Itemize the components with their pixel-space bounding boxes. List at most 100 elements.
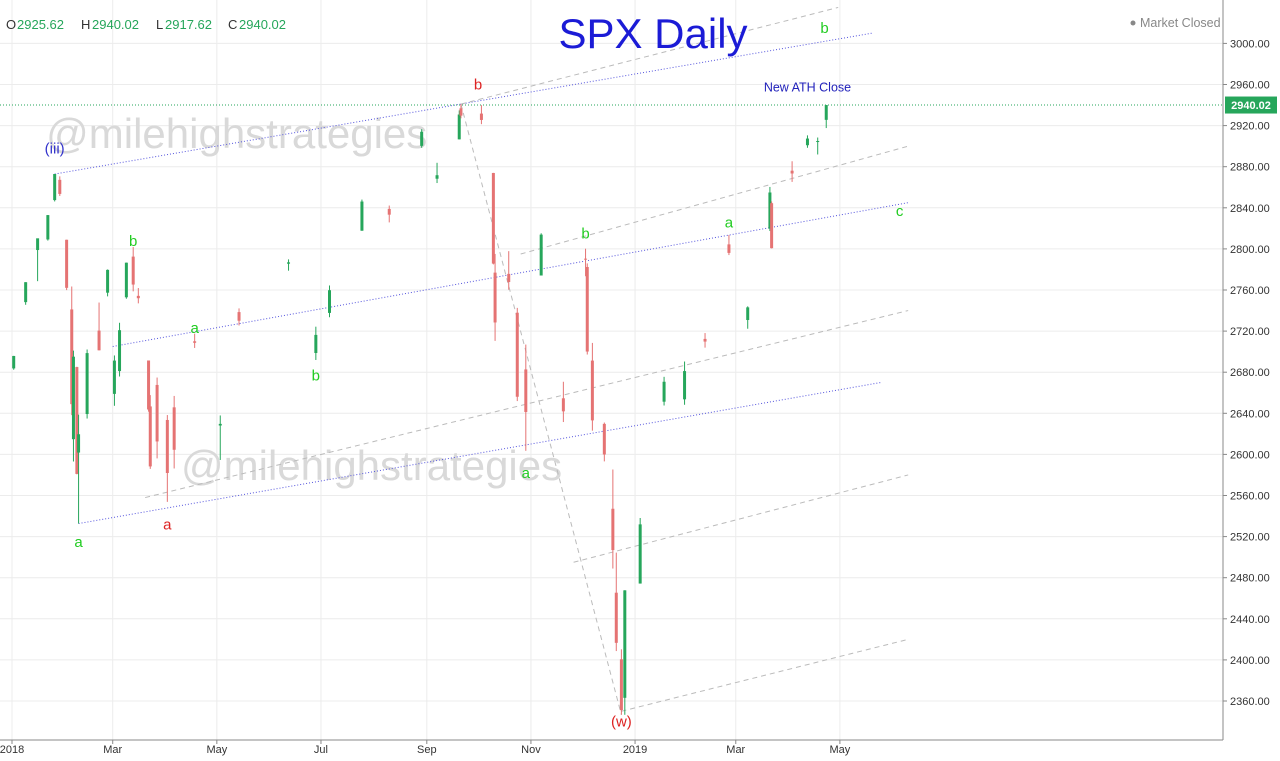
candle[interactable]	[71, 350, 75, 462]
trendline	[621, 638, 909, 712]
candle[interactable]	[805, 135, 809, 148]
candle-body	[770, 203, 774, 249]
candle-body	[360, 201, 364, 231]
candle[interactable]	[816, 137, 820, 155]
candle[interactable]	[770, 201, 774, 249]
candle[interactable]	[77, 414, 81, 524]
candle-body	[46, 215, 50, 240]
candle-body	[75, 367, 79, 474]
candle[interactable]	[106, 269, 110, 297]
candle[interactable]	[539, 233, 543, 276]
candle[interactable]	[507, 251, 511, 290]
candle[interactable]	[611, 469, 615, 569]
candle-body	[118, 330, 122, 372]
last-price-tag	[1225, 96, 1277, 114]
candle-body	[768, 192, 772, 229]
wave-label: b	[581, 226, 589, 243]
candle[interactable]	[479, 105, 483, 125]
candle[interactable]	[131, 246, 135, 292]
time-tick-label: Mar	[103, 744, 122, 756]
candle[interactable]	[420, 129, 424, 148]
candle[interactable]	[218, 415, 222, 460]
candle[interactable]	[768, 186, 772, 232]
candle[interactable]	[328, 285, 332, 318]
candle[interactable]	[314, 326, 318, 360]
time-tick-label: Sep	[417, 744, 437, 756]
price-tick-label: 2680.00	[1230, 367, 1270, 379]
candle[interactable]	[584, 248, 588, 277]
candle[interactable]	[524, 344, 528, 451]
candle-body	[507, 273, 511, 282]
candle[interactable]	[237, 308, 241, 326]
candle-body	[493, 272, 497, 323]
wave-label: (iii)	[45, 140, 65, 157]
price-ticks: 2360.00 2400.00 2440.00 2480.00 2520.00 2560.…	[1223, 38, 1270, 708]
candles[interactable]	[12, 104, 828, 715]
candle[interactable]	[70, 286, 74, 416]
candle[interactable]	[118, 322, 122, 377]
candle[interactable]	[590, 342, 594, 431]
ohlc-low-label: L	[156, 17, 163, 32]
candle[interactable]	[515, 307, 519, 402]
time-axis[interactable]: 2018 Mar May Jul Sep Nov 2019 Mar May	[0, 739, 1280, 761]
price-tick-label: 2920.00	[1230, 121, 1270, 133]
wave-label: a	[163, 516, 172, 533]
trendline	[145, 310, 909, 499]
candle[interactable]	[155, 377, 159, 459]
candle[interactable]	[46, 214, 50, 241]
candle-body	[459, 108, 463, 116]
candle[interactable]	[703, 333, 707, 348]
candle[interactable]	[75, 366, 79, 475]
candle[interactable]	[360, 199, 364, 231]
price-axis-background	[1223, 0, 1280, 740]
price-tick-label: 2400.00	[1230, 655, 1270, 667]
price-axis[interactable]: 2360.00 2400.00 2440.00 2480.00 2520.00 2560.…	[1222, 0, 1280, 740]
candle[interactable]	[124, 262, 128, 299]
candle[interactable]	[287, 259, 291, 271]
wave-label: a	[725, 214, 734, 231]
candle-body	[515, 312, 519, 397]
candle-body	[65, 239, 69, 288]
candle[interactable]	[36, 238, 40, 282]
candle[interactable]	[387, 205, 391, 223]
candle[interactable]	[746, 306, 750, 329]
candle-body	[12, 355, 16, 369]
candle[interactable]	[824, 105, 828, 129]
candle[interactable]	[614, 552, 618, 652]
candle[interactable]	[585, 263, 589, 355]
candle[interactable]	[662, 376, 666, 406]
candle[interactable]	[683, 361, 687, 405]
candle[interactable]	[12, 355, 16, 370]
candle[interactable]	[790, 161, 794, 182]
candle[interactable]	[435, 162, 439, 184]
candle[interactable]	[136, 288, 140, 304]
candle[interactable]	[147, 360, 151, 412]
chart-title: SPX Daily	[558, 10, 747, 57]
candle[interactable]	[457, 110, 461, 140]
candle[interactable]	[172, 395, 176, 469]
candle-body	[237, 312, 241, 321]
candle[interactable]	[193, 333, 197, 348]
candle[interactable]	[561, 381, 565, 423]
candle[interactable]	[459, 104, 463, 119]
candle[interactable]	[623, 590, 627, 715]
candle[interactable]	[602, 422, 606, 462]
candle-body	[387, 208, 391, 215]
candle[interactable]	[53, 173, 57, 202]
candle[interactable]	[112, 355, 116, 406]
candle[interactable]	[727, 235, 731, 256]
candle[interactable]	[491, 172, 495, 265]
candle[interactable]	[97, 302, 101, 351]
candle[interactable]	[638, 518, 642, 584]
candle[interactable]	[619, 649, 623, 715]
candle[interactable]	[58, 176, 62, 196]
wave-label: a	[74, 534, 83, 551]
candle[interactable]	[493, 253, 497, 341]
candle[interactable]	[148, 395, 152, 469]
candle[interactable]	[85, 349, 89, 419]
candle[interactable]	[65, 239, 69, 291]
candle[interactable]	[24, 282, 28, 305]
candle[interactable]	[165, 415, 169, 502]
